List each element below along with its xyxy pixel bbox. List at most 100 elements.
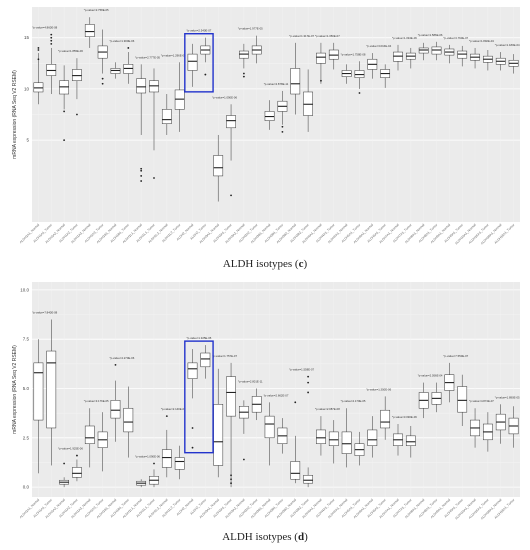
box-ALDH1L1_Tumor <box>149 462 159 488</box>
p-value-label: *p-value=1.900E-06 <box>109 39 134 43</box>
box-ALDH1A1_Normal <box>33 47 44 105</box>
box-ALDH7A1_Normal <box>393 424 403 456</box>
p-value-label: *p-value=1.094E-06 <box>392 36 417 40</box>
box-ALDH1A2_Tumor <box>72 454 82 482</box>
box-ALDH8A1_Tumor <box>431 41 442 61</box>
outlier-point <box>101 77 104 80</box>
outlier-point <box>76 454 78 457</box>
box-iqr <box>290 461 301 480</box>
box-ALDH9A1_Tumor <box>457 374 468 426</box>
box-ALDH1A1_Normal <box>33 339 44 474</box>
box-ALDH4A1_Tumor <box>328 420 339 464</box>
outlier-point <box>101 82 104 85</box>
chart-panel-d: 0.0 2.5 5.0 7.5 10.0 mRNA expression (RNA Seq… <box>0 275 530 550</box>
outlier-point <box>153 462 155 465</box>
p-value-label: *p-value=3.090E-06 <box>392 415 417 419</box>
outlier-point <box>242 72 245 75</box>
caption-text: ALDH isotypes ( <box>222 258 299 270</box>
outlier-point <box>230 194 232 197</box>
box-ALDH18A1_Tumor <box>508 54 519 74</box>
box-ALDH1B1_Normal <box>110 62 121 79</box>
p-value-label: *p-value=2.662E-07 <box>264 393 289 397</box>
p-value-label: *p-value=4.170E-05 <box>341 399 366 403</box>
box-ALDH1L1_Normal <box>136 479 147 488</box>
y-tick-label: 10.0 <box>20 287 29 292</box>
box-ALDH1L1_Tumor <box>149 68 159 179</box>
p-value-label: *p-value=1.758E-08 <box>341 52 366 56</box>
box-ALDH1B1_Tumor <box>123 386 134 458</box>
outlier-point <box>230 482 232 485</box>
box-ALDH16A1_Normal <box>470 47 480 69</box>
outlier-point <box>140 180 143 182</box>
outlier-point <box>140 175 143 177</box>
p-value-label: *p-value=1.296E-05 <box>161 53 186 57</box>
chart-caption-d: ALDH isotypes (d) <box>0 531 530 543</box>
box-ALDH1A2_Normal <box>59 462 69 488</box>
box-ALDH1A3_Tumor <box>97 412 108 472</box>
box-iqr <box>187 53 198 71</box>
box-ALDH3A1_Tumor <box>226 362 236 488</box>
box-ALDH1L2_Tumor <box>174 62 185 132</box>
y-axis-label: mRNA expression (RNA Seq V2 RSEM) <box>12 70 18 159</box>
box-ALDH7A1_Tumor <box>405 47 416 69</box>
box-ALDH1L1_Normal <box>136 64 147 182</box>
p-value-label: *p-value=1.350E-06 <box>366 387 391 391</box>
outlier-point <box>37 58 40 61</box>
box-ALDH3A1_Normal <box>213 134 224 202</box>
outlier-point <box>50 39 53 42</box>
outlier-point <box>242 75 245 78</box>
box-iqr <box>457 386 468 413</box>
outlier-point <box>307 381 310 384</box>
box-ALDH4A1_Normal <box>316 42 326 84</box>
box-ALDH1A2_Normal <box>59 65 69 141</box>
p-value-label: *p-value=1.890E-05 <box>495 395 520 399</box>
box-ALDH3B2_Normal <box>290 401 301 484</box>
box-ALDH1L2_Tumor <box>174 445 185 480</box>
p-value-label: *p-value=2.777E-05 <box>135 55 160 59</box>
box-ALDH18A1_Tumor <box>508 406 519 448</box>
box-iqr <box>200 352 211 368</box>
box-ALDH3A1_Tumor <box>226 104 236 197</box>
box-ALDH8A1_Tumor <box>431 382 442 413</box>
box-iqr <box>226 115 236 129</box>
box-ALDH6A1_Tumor <box>380 396 391 440</box>
box-ALDH5A1_Normal <box>341 64 352 84</box>
box-ALDH7A1_Tumor <box>405 425 416 458</box>
box-iqr <box>213 404 224 466</box>
outlier-point <box>63 139 66 141</box>
p-value-label: *p-value=1.855E-06 <box>58 49 83 53</box>
box-iqr <box>123 407 134 433</box>
box-ALDH5A1_Tumor <box>354 61 365 94</box>
box-ALDH16A1_Normal <box>470 408 480 448</box>
box-ALDH8A1_Normal <box>418 382 429 419</box>
caption-letter: d <box>297 531 305 543</box>
box-ALDH9A1_Normal <box>444 362 455 403</box>
box-ALDH7A1_Normal <box>393 44 403 71</box>
outlier-point <box>37 47 40 49</box>
box-iqr <box>187 362 198 379</box>
y-tick-label: 10 <box>24 86 30 91</box>
box-ALDH3A2_Tumor <box>251 35 262 64</box>
outlier-point <box>140 169 143 172</box>
outlier-point <box>153 177 155 179</box>
box-ALDH18A1_Normal <box>495 52 506 71</box>
outlier-point <box>281 125 284 128</box>
y-tick-label: 2.5 <box>23 435 30 440</box>
box-ALDH9A1_Tumor <box>457 45 468 67</box>
outlier-point <box>140 167 143 170</box>
outlier-point <box>127 47 130 49</box>
outlier-point <box>191 446 194 449</box>
box-ALDH1B1_Normal <box>110 363 121 442</box>
p-value-label: *p-value=3.016E-04 <box>366 44 391 48</box>
outlier-point <box>307 391 310 394</box>
box-ALDH16A1_Tumor <box>483 50 493 71</box>
y-tick-label: 15 <box>24 35 30 40</box>
outlier-point <box>50 36 53 39</box>
highlight-box <box>184 340 214 454</box>
p-value-label: *p-value=1.180E-04 <box>495 43 520 47</box>
box-ALDH1A3_Normal <box>84 408 95 468</box>
p-value-label: *p-value=1.925E-06 <box>58 447 83 451</box>
p-value-label: *p-value=7.840E-08 <box>32 310 57 314</box>
box-iqr <box>380 409 391 429</box>
p-value-label: *p-value=1.558E-07 <box>289 368 314 372</box>
